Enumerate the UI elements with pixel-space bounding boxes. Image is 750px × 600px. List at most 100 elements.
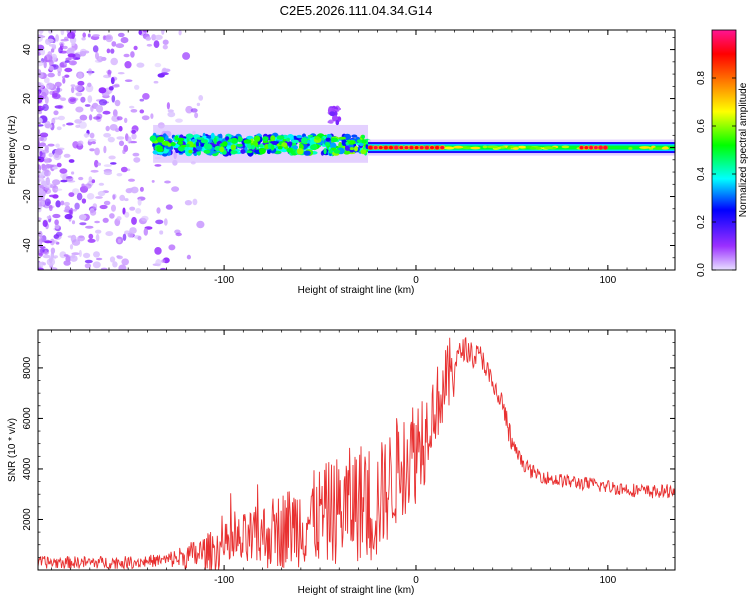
heatmap-cell — [137, 236, 142, 241]
chart-title: C2E5.2026.111.04.34.G14 — [280, 3, 433, 18]
heatmap-cell — [40, 246, 46, 249]
snr-line — [38, 337, 675, 570]
heatmap-cell — [89, 132, 95, 139]
heatmap-cell — [85, 225, 94, 229]
heatmap-panel: -100 0 100 -40 -20 0 20 40 Height of straight l… — [7, 29, 676, 296]
heatmap-cell — [59, 61, 67, 68]
heatmap-cell — [69, 255, 78, 262]
y-tick-label: 20 — [22, 93, 33, 105]
colorbar-label: Normalized spectral amplitude — [738, 82, 749, 217]
heatmap-cell — [60, 97, 66, 101]
heatmap-cell — [56, 126, 62, 131]
heatmap-cell — [59, 251, 67, 259]
heatmap-cell — [154, 34, 163, 41]
heatmap-cell — [165, 204, 173, 210]
heatmap-cell — [161, 259, 166, 263]
heatmap-cell — [46, 38, 54, 43]
heatmap-cell — [167, 109, 174, 113]
heatmap-cell — [110, 57, 118, 66]
heatmap-cell — [59, 41, 65, 47]
heatmap-cell — [63, 254, 69, 257]
x-tick-label: 0 — [413, 275, 419, 286]
heatmap-cell — [589, 146, 593, 150]
heatmap-cell — [38, 95, 45, 101]
heatmap-cell — [287, 141, 293, 147]
heatmap-cell — [151, 180, 155, 183]
heatmap-cell — [307, 134, 314, 138]
heatmap-cell — [354, 145, 358, 152]
heatmap-cell — [163, 218, 168, 226]
heatmap-cell — [55, 34, 59, 42]
heatmap-cell — [330, 142, 337, 149]
heatmap-cell — [38, 155, 42, 159]
heatmap-cell — [48, 30, 54, 34]
heatmap-cell — [117, 238, 121, 243]
heatmap-cell — [349, 147, 355, 151]
heatmap-cell — [185, 133, 194, 139]
heatmap-cell — [105, 34, 113, 43]
heatmap-cell — [90, 105, 94, 112]
heatmap-cell — [134, 84, 140, 90]
heatmap-cell — [360, 149, 367, 155]
heatmap-cell — [168, 244, 176, 251]
heatmap-cell — [42, 103, 49, 112]
heatmap-cell — [461, 145, 468, 149]
heatmap-cell — [338, 136, 346, 140]
heatmap-cell — [373, 146, 378, 150]
heatmap-cell — [74, 202, 80, 210]
heatmap-cell — [167, 143, 172, 147]
heatmap-cell — [103, 145, 107, 154]
heatmap-cell — [60, 179, 68, 183]
heatmap-cell — [112, 261, 118, 268]
heatmap-cell — [90, 209, 97, 216]
heatmap-cell — [281, 142, 288, 148]
heatmap-cell — [213, 137, 217, 145]
heatmap-x-axis-label: Height of straight line (km) — [298, 285, 415, 296]
heatmap-cell — [139, 186, 144, 192]
heatmap-cell — [67, 47, 76, 52]
heatmap-cell — [79, 48, 87, 55]
heatmap-cell — [206, 135, 212, 139]
heatmap-cell — [175, 118, 183, 123]
heatmap-cell — [210, 132, 215, 140]
heatmap-cell — [270, 135, 276, 142]
heatmap-cell — [414, 146, 419, 150]
heatmap-cell — [47, 51, 53, 58]
heatmap-cell — [82, 32, 86, 38]
heatmap-feature-signal-band-stable — [368, 139, 675, 156]
heatmap-cell — [42, 254, 51, 259]
heatmap-cell — [151, 34, 157, 41]
heatmap-cell — [117, 72, 125, 75]
heatmap-cell — [579, 146, 584, 150]
heatmap-cell — [77, 80, 85, 86]
heatmap-cell — [118, 125, 123, 132]
heatmap-cell — [240, 149, 246, 154]
y-tick-label: 8000 — [22, 356, 33, 379]
heatmap-cell — [77, 140, 82, 147]
heatmap-cell — [60, 200, 65, 206]
heatmap-cell — [122, 233, 127, 241]
heatmap-cell — [116, 255, 123, 260]
x-tick-label: 100 — [600, 575, 617, 586]
heatmap-cell — [143, 228, 148, 236]
heatmap-cell — [39, 142, 46, 147]
heatmap-cell — [188, 149, 193, 154]
heatmap-cell — [470, 146, 481, 150]
heatmap-cell — [219, 146, 225, 153]
heatmap-cell — [258, 147, 266, 155]
heatmap-cell — [174, 135, 179, 141]
heatmap-cell — [296, 148, 304, 155]
heatmap-cell — [57, 115, 65, 121]
heatmap-cell — [52, 166, 58, 170]
heatmap-cell — [77, 72, 83, 79]
heatmap-cell — [156, 136, 165, 143]
heatmap-cell — [146, 43, 153, 47]
heatmap-cell — [84, 263, 92, 269]
heatmap-cell — [177, 140, 184, 145]
heatmap-cell — [59, 168, 68, 174]
heatmap-feature-bump — [327, 105, 342, 126]
heatmap-cell — [99, 204, 108, 210]
heatmap-cell — [39, 48, 46, 56]
heatmap-cell — [48, 44, 57, 47]
heatmap-cell — [55, 188, 63, 191]
